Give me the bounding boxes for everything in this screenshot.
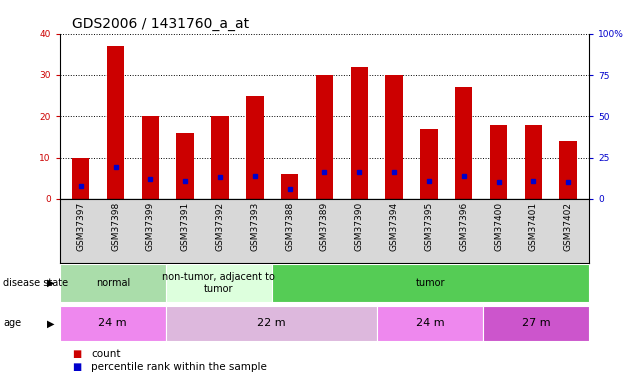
Bar xyxy=(455,87,472,199)
Text: age: age xyxy=(3,318,21,328)
Text: ▶: ▶ xyxy=(47,278,55,288)
Text: GSM37393: GSM37393 xyxy=(250,202,260,251)
Bar xyxy=(350,67,368,199)
Bar xyxy=(281,174,299,199)
Text: GSM37400: GSM37400 xyxy=(494,202,503,251)
Text: GSM37397: GSM37397 xyxy=(76,202,85,251)
Bar xyxy=(272,264,589,302)
Text: ■: ■ xyxy=(72,350,82,359)
Bar xyxy=(386,75,403,199)
Text: GSM37401: GSM37401 xyxy=(529,202,538,251)
Text: non-tumor, adjacent to
tumor: non-tumor, adjacent to tumor xyxy=(162,272,275,294)
Text: 27 m: 27 m xyxy=(522,318,551,328)
Text: ■: ■ xyxy=(72,362,82,372)
Bar xyxy=(72,158,89,199)
Bar xyxy=(166,264,272,302)
Bar xyxy=(559,141,577,199)
Text: count: count xyxy=(91,350,121,359)
Bar xyxy=(316,75,333,199)
Text: percentile rank within the sample: percentile rank within the sample xyxy=(91,362,267,372)
Text: GSM37396: GSM37396 xyxy=(459,202,468,251)
Text: 22 m: 22 m xyxy=(257,318,286,328)
Bar xyxy=(490,124,507,199)
Text: GSM37395: GSM37395 xyxy=(425,202,433,251)
Bar xyxy=(60,264,166,302)
Bar xyxy=(246,96,263,199)
Text: ▶: ▶ xyxy=(47,318,55,328)
Text: GSM37388: GSM37388 xyxy=(285,202,294,251)
Bar xyxy=(211,116,229,199)
Bar xyxy=(166,306,377,341)
Bar xyxy=(483,306,589,341)
Text: GSM37394: GSM37394 xyxy=(389,202,399,251)
Bar xyxy=(142,116,159,199)
Text: 24 m: 24 m xyxy=(98,318,127,328)
Text: GSM37392: GSM37392 xyxy=(215,202,224,251)
Text: normal: normal xyxy=(96,278,130,288)
Bar xyxy=(420,129,438,199)
Text: tumor: tumor xyxy=(416,278,445,288)
Bar xyxy=(377,306,483,341)
Text: disease state: disease state xyxy=(3,278,68,288)
Text: GSM37391: GSM37391 xyxy=(181,202,190,251)
Text: GSM37402: GSM37402 xyxy=(564,202,573,251)
Bar xyxy=(525,124,542,199)
Text: 24 m: 24 m xyxy=(416,318,445,328)
Text: GDS2006 / 1431760_a_at: GDS2006 / 1431760_a_at xyxy=(72,17,249,31)
Text: GSM37389: GSM37389 xyxy=(320,202,329,251)
Bar xyxy=(107,46,124,199)
Bar xyxy=(176,133,194,199)
Text: GSM37398: GSM37398 xyxy=(111,202,120,251)
Bar xyxy=(60,306,166,341)
Text: GSM37399: GSM37399 xyxy=(146,202,155,251)
Text: GSM37390: GSM37390 xyxy=(355,202,364,251)
